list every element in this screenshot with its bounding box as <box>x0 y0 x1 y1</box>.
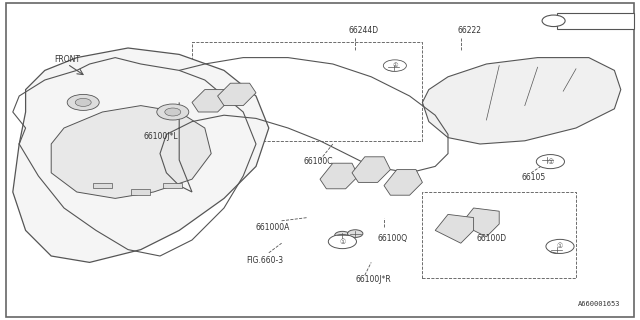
Text: 66100D: 66100D <box>477 234 507 243</box>
Polygon shape <box>218 83 256 106</box>
Bar <box>163 183 182 188</box>
Text: 66100J*L: 66100J*L <box>144 132 179 140</box>
Text: 66244D: 66244D <box>349 26 379 35</box>
Polygon shape <box>352 157 390 182</box>
Polygon shape <box>192 90 230 112</box>
Text: ①: ① <box>557 244 563 249</box>
Text: 661000A: 661000A <box>256 223 291 232</box>
Circle shape <box>335 231 350 239</box>
Polygon shape <box>13 48 269 262</box>
Text: ①: ① <box>392 63 397 68</box>
FancyBboxPatch shape <box>557 13 634 29</box>
Circle shape <box>536 155 564 169</box>
Polygon shape <box>461 208 499 237</box>
Bar <box>93 183 112 188</box>
Text: 66105: 66105 <box>522 173 546 182</box>
Text: i: i <box>552 16 555 25</box>
Circle shape <box>76 99 92 106</box>
Polygon shape <box>384 170 422 195</box>
Bar <box>131 189 150 195</box>
Text: 66222: 66222 <box>458 26 481 35</box>
Circle shape <box>165 108 181 116</box>
Text: ①: ① <box>339 239 346 244</box>
Text: A660001653: A660001653 <box>579 301 621 307</box>
Circle shape <box>157 104 189 120</box>
Polygon shape <box>320 163 358 189</box>
Text: 0500025: 0500025 <box>578 16 612 25</box>
Circle shape <box>383 60 406 71</box>
Text: 66100Q: 66100Q <box>378 234 408 243</box>
Circle shape <box>348 230 363 237</box>
Circle shape <box>540 156 555 164</box>
Polygon shape <box>422 58 621 144</box>
Circle shape <box>546 239 574 253</box>
Circle shape <box>328 235 356 249</box>
Text: 66100C: 66100C <box>304 157 333 166</box>
Text: ①: ① <box>547 159 554 164</box>
Circle shape <box>67 94 99 110</box>
Text: FIG.660-3: FIG.660-3 <box>246 256 284 265</box>
Text: FRONT: FRONT <box>54 55 81 64</box>
Polygon shape <box>435 214 474 243</box>
Circle shape <box>542 15 565 27</box>
Circle shape <box>386 63 401 71</box>
Polygon shape <box>51 106 211 198</box>
Circle shape <box>549 246 564 253</box>
Text: 66100J*R: 66100J*R <box>355 276 391 284</box>
